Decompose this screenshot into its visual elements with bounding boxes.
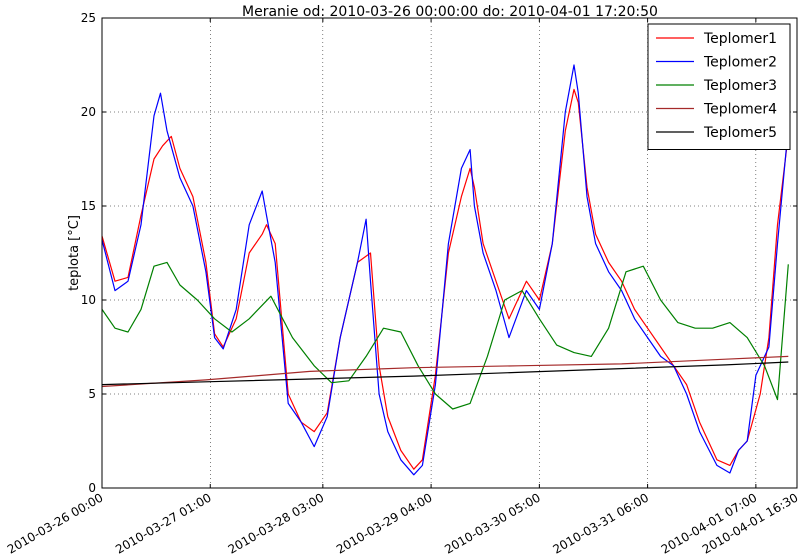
legend-entry: Teplomer2 [703, 55, 777, 71]
x-tick-label: 2010-03-26 00:00 [5, 490, 106, 556]
y-tick-label: 20 [81, 105, 96, 119]
x-tick-label: 2010-03-31 06:00 [550, 490, 651, 556]
legend-entry: Teplomer4 [703, 102, 777, 118]
x-tick-label: 2010-03-27 01:00 [113, 490, 214, 556]
x-tick-labels: 2010-03-26 00:00 2010-03-27 01:00 2010-03-… [5, 490, 800, 556]
x-tick-label: 2010-03-28 03:00 [226, 490, 327, 556]
legend-box [647, 23, 791, 150]
y-tick-label: 10 [81, 293, 96, 307]
legend-entry: Teplomer1 [703, 31, 777, 47]
y-tick-label: 15 [81, 199, 96, 213]
x-tick-label: 2010-03-29 04:00 [334, 490, 435, 556]
series-line-teplomer5 [101, 361, 789, 386]
axis-ticks [101, 17, 798, 489]
x-tick-label: 2010-03-30 05:00 [442, 490, 543, 556]
y-tick-labels: 0 5 10 15 20 25 [81, 11, 96, 495]
chart-title: Meranie od: 2010-03-26 00:00:00 do: 2010… [242, 4, 658, 20]
legend-entry: Teplomer3 [703, 78, 777, 94]
legend: Teplomer1 Teplomer2 Teplomer3 Teplomer4 Tepl… [647, 23, 791, 150]
legend-entry: Teplomer5 [703, 125, 777, 141]
series-line-teplomer3 [101, 261, 789, 410]
series-line-teplomer2 [101, 64, 789, 476]
series-line-teplomer4 [101, 355, 789, 388]
y-tick-label: 5 [88, 387, 96, 401]
y-tick-label: 0 [88, 481, 96, 495]
series-lines [101, 64, 789, 476]
y-tick-label: 25 [81, 11, 96, 25]
plot-area-frame [101, 17, 798, 489]
y-axis-label: teplota [°C] [67, 215, 82, 291]
